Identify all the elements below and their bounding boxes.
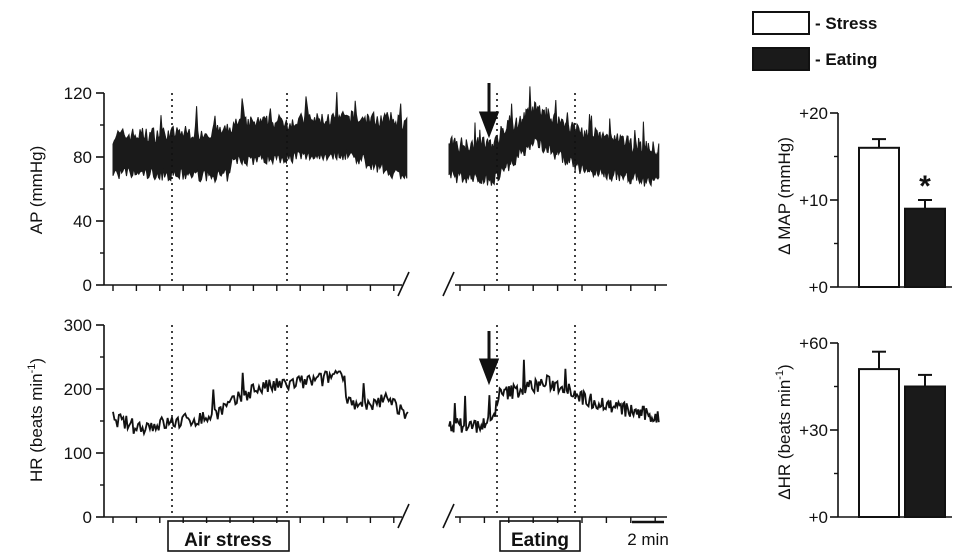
air-stress-box — [167, 520, 290, 552]
dhr-ylabel: ΔHR (beats min-1) — [774, 364, 794, 499]
eating-label: Eating — [511, 530, 569, 551]
ap-arrow-icon — [478, 83, 500, 139]
eating-box — [499, 520, 581, 552]
hr-traces — [112, 359, 660, 437]
hr-ylabel: HR (beats min-1) — [26, 358, 46, 482]
ap-y-tick-label: 80 — [73, 148, 92, 167]
map-bars: * — [858, 138, 946, 288]
hr-x-axis — [104, 503, 667, 529]
ap-axis-break — [442, 271, 455, 297]
hr-y-axis: 0 100 200 300 — [64, 316, 105, 527]
map-y-tick-label: +10 — [799, 191, 828, 210]
dhr-y-tick-label: +30 — [799, 421, 828, 440]
hr-arrow-icon — [478, 331, 500, 386]
hr-trace-eating — [448, 359, 660, 434]
ap-axis-break — [397, 271, 410, 297]
air-stress-label: Air stress — [184, 530, 272, 551]
ap-y-tick-label: 40 — [73, 212, 92, 231]
hr-bar-panel: ΔHR (beats min-1) +0 +30 +60 — [774, 334, 952, 527]
hr-change-bars — [858, 350, 946, 518]
map-bar-stress — [858, 146, 900, 288]
ap-trace-eating — [448, 86, 660, 188]
legend-eating-label: - Eating — [815, 50, 877, 69]
scale-bar-label: 2 min — [627, 530, 669, 549]
hr-axis-break — [397, 503, 410, 529]
map-bar-eating — [904, 207, 946, 288]
hr-y-tick-label: 100 — [64, 444, 92, 463]
ap-y-axis: 0 40 80 120 — [64, 84, 105, 295]
ap-trace-air-stress — [112, 92, 408, 184]
legend-eating-swatch — [752, 47, 810, 71]
dhr-y-tick-label: +0 — [809, 508, 828, 527]
ap-x-axis — [104, 271, 667, 297]
ap-trace-panel: AP (mmHg) 0 40 80 120 — [27, 83, 667, 297]
legend-stress-label: - Stress — [815, 14, 877, 33]
legend: - Stress - Eating — [752, 11, 877, 71]
hr-trace-panel: HR (beats min-1) 0 100 200 300 Air stress E… — [26, 316, 669, 552]
map-bar-panel: Δ MAP (mmHg) +0 +10 +20 * — [775, 104, 952, 297]
map-ylabel: Δ MAP (mmHg) — [775, 137, 794, 255]
hr-trace-air-stress — [112, 369, 409, 437]
map-y-tick-label: +20 — [799, 104, 828, 123]
ap-period-lines — [171, 93, 576, 285]
hr-y-tick-label: 300 — [64, 316, 92, 335]
hr-period-lines — [171, 325, 576, 517]
hr-axis-break — [442, 503, 455, 529]
ap-traces — [112, 86, 660, 188]
dhr-bar-eating — [904, 385, 946, 518]
ap-ylabel: AP (mmHg) — [27, 146, 46, 234]
ap-y-tick-label: 0 — [83, 276, 92, 295]
legend-stress-swatch — [752, 11, 810, 35]
map-y-tick-label: +0 — [809, 278, 828, 297]
dhr-y-tick-label: +60 — [799, 334, 828, 353]
hr-y-tick-label: 200 — [64, 380, 92, 399]
hr-y-tick-label: 0 — [83, 508, 92, 527]
dhr-bar-stress — [858, 368, 900, 518]
ap-y-tick-label: 120 — [64, 84, 92, 103]
map-significance-marker: * — [919, 170, 931, 203]
